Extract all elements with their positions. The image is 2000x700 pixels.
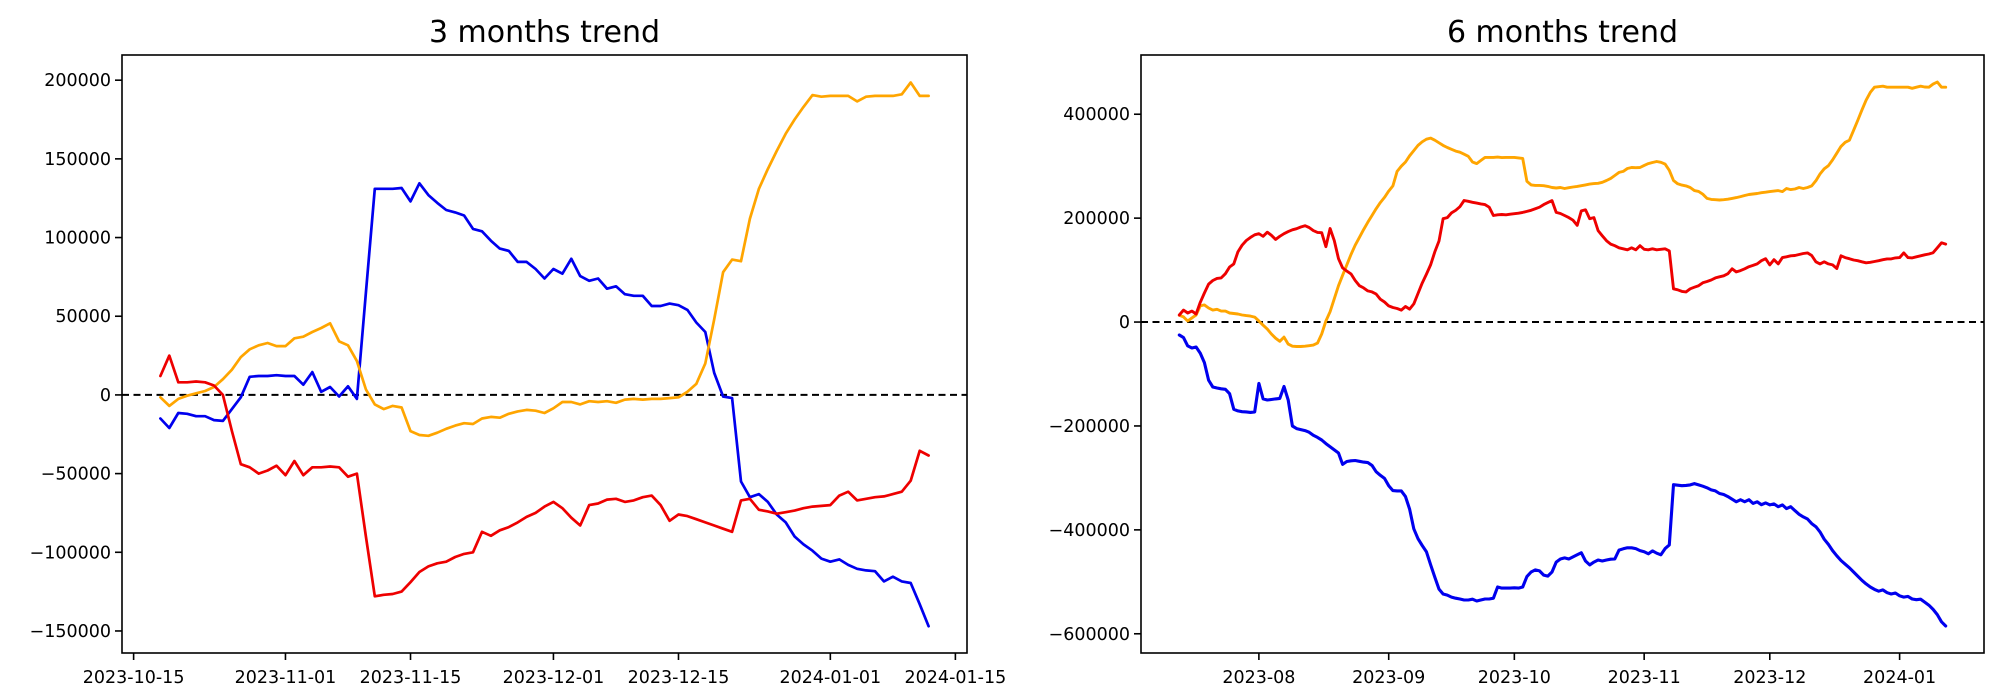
chart-title: 6 months trend [1447, 15, 1678, 50]
y-tick-label: −400000 [1049, 521, 1130, 541]
x-tick-label: 2023-11 [1608, 668, 1681, 688]
chart-3-months: 3 months trend 200000 150000 100000 50000 0 −5… [30, 15, 1007, 688]
x-tick-label: 2024-01 [1863, 668, 1936, 688]
y-tick-label: 200000 [1063, 209, 1130, 229]
series-line-blue [1177, 333, 1948, 628]
y-tick-label: −100000 [30, 543, 111, 563]
y-tick-label: 400000 [1063, 105, 1130, 125]
x-tick-label: 2023-12-01 [503, 668, 605, 688]
x-tick-label: 2023-10 [1478, 668, 1551, 688]
y-tick-label: −200000 [1049, 417, 1130, 437]
series-line-blue [159, 181, 930, 628]
series-line-orange [159, 81, 930, 438]
x-tick-label: 2024-01-01 [779, 668, 881, 688]
y-tick-label: 0 [100, 386, 111, 406]
y-tick-label: 100000 [44, 229, 111, 249]
x-tick-label: 2023-10-15 [83, 668, 185, 688]
y-tick-label: −50000 [41, 465, 111, 485]
series-line-red [1177, 199, 1948, 317]
series-line-red [159, 354, 930, 598]
x-tick-label: 2024-01-15 [905, 668, 1007, 688]
x-tick-label: 2023-09 [1352, 668, 1425, 688]
plot-border [1140, 54, 1985, 654]
y-tick-label: 0 [1119, 313, 1130, 333]
x-tick-label: 2023-12-15 [628, 668, 730, 688]
series-line-orange [1177, 80, 1948, 348]
plot-border [121, 54, 968, 654]
y-tick-label: −150000 [30, 622, 111, 642]
x-tick-label: 2023-08 [1222, 668, 1295, 688]
x-tick-label: 2023-12 [1733, 668, 1806, 688]
x-tick-label: 2023-11-01 [235, 668, 337, 688]
chart-6-months: 6 months trend 400000 200000 0 −200000 −40000… [1049, 15, 1985, 688]
x-tick-label: 2023-11-15 [360, 668, 462, 688]
y-tick-label: 150000 [44, 150, 111, 170]
y-tick-label: −600000 [1049, 625, 1130, 645]
y-tick-label: 200000 [44, 71, 111, 91]
y-tick-label: 50000 [55, 307, 111, 327]
chart-title: 3 months trend [429, 15, 660, 50]
